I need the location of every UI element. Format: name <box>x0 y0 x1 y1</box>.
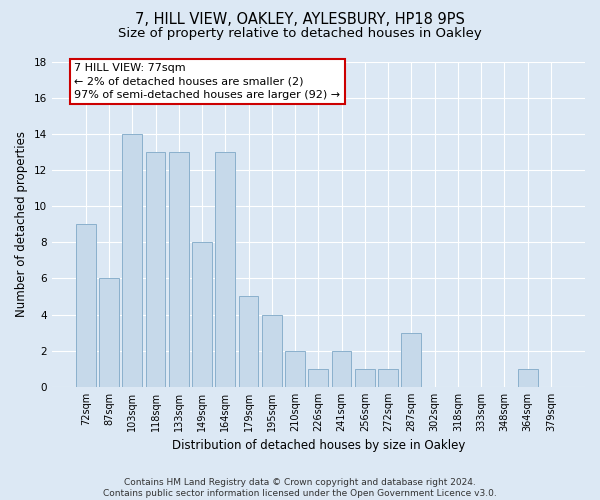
Bar <box>355 368 375 387</box>
X-axis label: Distribution of detached houses by size in Oakley: Distribution of detached houses by size … <box>172 440 465 452</box>
Bar <box>99 278 119 387</box>
Bar <box>518 368 538 387</box>
Text: 7 HILL VIEW: 77sqm
← 2% of detached houses are smaller (2)
97% of semi-detached : 7 HILL VIEW: 77sqm ← 2% of detached hous… <box>74 64 340 100</box>
Bar <box>146 152 166 387</box>
Bar <box>401 332 421 387</box>
Y-axis label: Number of detached properties: Number of detached properties <box>15 131 28 317</box>
Text: Contains HM Land Registry data © Crown copyright and database right 2024.
Contai: Contains HM Land Registry data © Crown c… <box>103 478 497 498</box>
Text: Size of property relative to detached houses in Oakley: Size of property relative to detached ho… <box>118 28 482 40</box>
Bar <box>76 224 95 387</box>
Bar <box>192 242 212 387</box>
Bar <box>378 368 398 387</box>
Bar <box>308 368 328 387</box>
Bar <box>239 296 259 387</box>
Bar <box>122 134 142 387</box>
Bar <box>285 350 305 387</box>
Bar <box>332 350 352 387</box>
Text: 7, HILL VIEW, OAKLEY, AYLESBURY, HP18 9PS: 7, HILL VIEW, OAKLEY, AYLESBURY, HP18 9P… <box>135 12 465 28</box>
Bar <box>169 152 188 387</box>
Bar <box>262 314 282 387</box>
Bar <box>215 152 235 387</box>
